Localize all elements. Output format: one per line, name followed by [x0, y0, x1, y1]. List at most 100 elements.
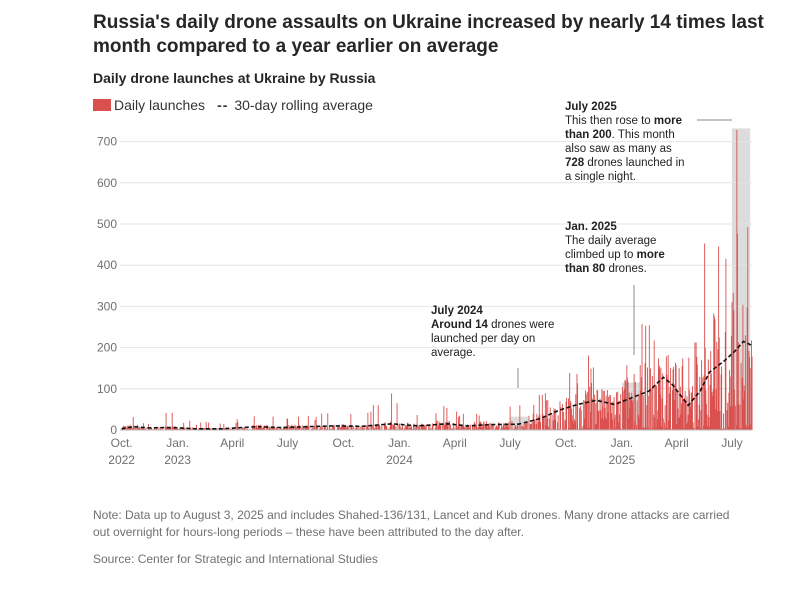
- daily-bar: [526, 422, 527, 430]
- daily-bar: [381, 426, 383, 430]
- daily-bar: [298, 416, 300, 430]
- daily-bar: [564, 421, 566, 430]
- daily-bar: [570, 402, 572, 430]
- daily-bar: [487, 426, 489, 430]
- daily-bar: [743, 399, 744, 430]
- daily-bar: [438, 421, 440, 430]
- daily-bar: [386, 426, 388, 430]
- daily-bar: [315, 417, 317, 430]
- daily-bar: [694, 342, 696, 430]
- daily-bar: [333, 425, 335, 430]
- daily-bar: [723, 427, 725, 430]
- daily-bar: [482, 422, 484, 430]
- daily-bar: [633, 428, 634, 430]
- daily-bar: [549, 407, 551, 430]
- daily-bar: [502, 423, 504, 430]
- daily-bar: [489, 422, 491, 430]
- daily-bar: [503, 424, 505, 430]
- daily-bar: [680, 414, 682, 430]
- x-tick-month-2: April: [220, 436, 244, 450]
- daily-bar: [138, 428, 140, 430]
- annotation-july-2025-bold2: 728: [565, 157, 585, 169]
- daily-bar: [296, 426, 298, 430]
- daily-bar: [750, 340, 752, 430]
- daily-bar: [147, 423, 149, 430]
- daily-bar: [654, 384, 656, 430]
- daily-bar: [716, 341, 718, 430]
- daily-bar: [602, 406, 603, 430]
- daily-bar: [171, 412, 173, 430]
- daily-bar: [378, 424, 380, 430]
- daily-bar: [749, 357, 751, 430]
- daily-bar: [645, 427, 647, 430]
- daily-bar: [448, 420, 450, 430]
- daily-bar: [468, 425, 470, 430]
- daily-bar: [435, 413, 437, 430]
- daily-bar: [677, 408, 679, 430]
- daily-bar: [557, 415, 559, 430]
- daily-bar: [231, 428, 233, 430]
- daily-bar: [748, 350, 750, 430]
- daily-bar: [608, 396, 610, 430]
- daily-bar: [596, 389, 598, 430]
- daily-bar: [378, 424, 380, 430]
- daily-bar: [650, 428, 652, 430]
- daily-bar: [647, 427, 649, 430]
- daily-bar: [701, 360, 703, 430]
- daily-bar: [205, 421, 207, 430]
- daily-bar: [366, 425, 368, 430]
- daily-bar: [643, 427, 645, 430]
- daily-bar: [141, 428, 143, 430]
- daily-bar: [702, 425, 704, 430]
- daily-bar: [541, 394, 543, 430]
- daily-bar: [495, 427, 496, 430]
- daily-bar: [640, 390, 642, 430]
- daily-bar: [227, 428, 229, 430]
- daily-bar: [311, 428, 313, 430]
- daily-bar: [688, 357, 690, 430]
- daily-bar: [285, 427, 287, 430]
- daily-bar: [516, 423, 518, 430]
- daily-bar: [666, 375, 668, 430]
- daily-bar: [351, 424, 353, 430]
- daily-bar: [664, 405, 666, 430]
- daily-bar: [733, 389, 735, 430]
- daily-bar: [253, 416, 255, 430]
- daily-bar: [502, 426, 504, 430]
- daily-bar: [256, 427, 258, 430]
- headline: Russia's daily drone assaults on Ukraine…: [93, 12, 764, 57]
- daily-bar: [604, 407, 606, 430]
- daily-bar: [286, 418, 288, 430]
- daily-bar: [276, 428, 278, 430]
- daily-bar: [659, 365, 661, 430]
- daily-bar: [557, 422, 558, 430]
- daily-bar: [204, 427, 206, 430]
- daily-bar: [198, 428, 200, 430]
- daily-bar: [547, 400, 549, 430]
- daily-bar: [188, 428, 190, 430]
- daily-bar: [450, 428, 452, 430]
- daily-bar: [743, 385, 745, 430]
- daily-bar: [685, 424, 687, 430]
- daily-bar: [410, 425, 412, 430]
- daily-bar: [136, 427, 138, 430]
- daily-bar: [482, 424, 484, 430]
- daily-bar: [561, 404, 563, 430]
- daily-bar: [451, 428, 453, 430]
- daily-bar: [667, 427, 669, 430]
- daily-bar: [573, 423, 575, 430]
- x-tick-year-9: 2025: [609, 453, 636, 467]
- daily-bar: [583, 400, 585, 430]
- daily-bar: [294, 424, 296, 430]
- daily-bar: [629, 408, 631, 430]
- daily-bar: [668, 420, 670, 430]
- daily-bar: [476, 427, 478, 430]
- daily-bar: [600, 417, 602, 430]
- daily-bar: [668, 393, 670, 430]
- daily-bar: [598, 410, 600, 430]
- daily-bar: [703, 375, 705, 430]
- daily-bar: [124, 428, 126, 430]
- daily-bar: [246, 428, 248, 430]
- daily-bar: [630, 399, 632, 430]
- daily-bar: [719, 428, 721, 430]
